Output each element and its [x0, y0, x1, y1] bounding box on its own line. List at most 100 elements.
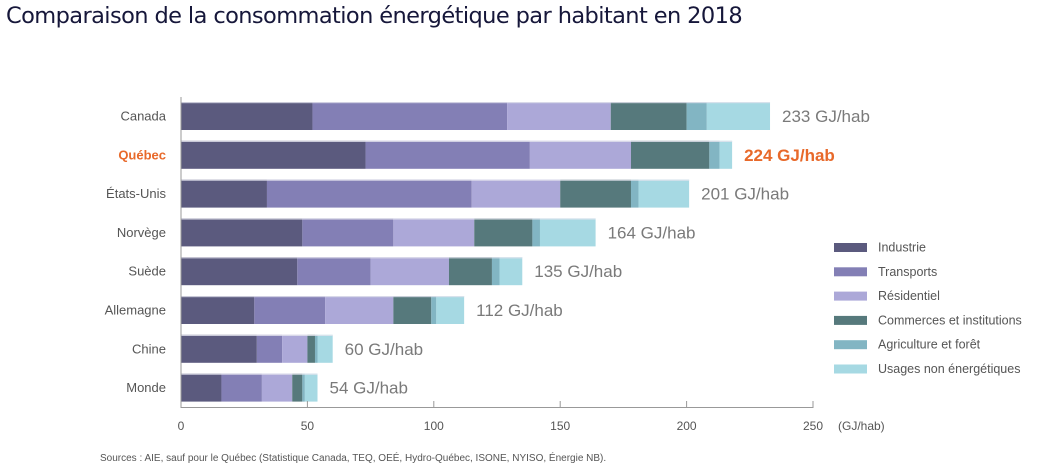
bar-segment: [471, 179, 561, 208]
category-label: Monde: [126, 380, 166, 395]
category-label: Suède: [128, 264, 166, 279]
bar-segment: [393, 218, 475, 247]
bar-segment: [491, 257, 500, 286]
legend-label: Résidentiel: [878, 289, 940, 303]
bar-segment: [539, 218, 596, 247]
bar-segment: [297, 257, 371, 286]
bar-group: [181, 179, 690, 208]
legend-swatch: [834, 243, 867, 252]
bar-segment: [181, 296, 255, 324]
source-note: Sources : AIE, sauf pour le Québec (Stat…: [100, 453, 607, 464]
bar-segment: [181, 257, 298, 286]
legend-label: Commerces et institutions: [878, 313, 1022, 327]
category-label: Québec: [118, 147, 166, 162]
bar-segment: [709, 140, 720, 169]
bar-segment: [317, 334, 333, 363]
bar-group: [181, 140, 733, 169]
x-tick-label: 50: [301, 419, 315, 433]
bar-segment: [302, 373, 305, 402]
bar-segment: [302, 218, 394, 247]
bar-segment: [181, 179, 267, 208]
bar-segment: [181, 140, 366, 169]
legend-swatch: [834, 340, 867, 350]
bar-top-border: [181, 218, 596, 220]
bar-top-border: [181, 179, 690, 181]
legend-swatch: [834, 315, 867, 325]
bar-top-border: [181, 296, 465, 298]
bar-segment: [304, 373, 318, 402]
bar-segment: [532, 218, 540, 247]
bar-segment: [393, 296, 432, 324]
total-label: 112 GJ/hab: [476, 301, 563, 320]
bar-segment: [630, 140, 710, 169]
bar-segment: [181, 102, 313, 130]
category-label: Allemagne: [105, 303, 166, 318]
category-label: Chine: [132, 341, 166, 356]
bar-segment: [431, 296, 437, 324]
bar-group: [181, 373, 318, 402]
bar-segment: [365, 140, 530, 169]
bar-segment: [529, 140, 631, 169]
bar-top-border: [181, 334, 333, 336]
total-label: 60 GJ/hab: [345, 340, 423, 359]
total-label: 233 GJ/hab: [782, 107, 870, 126]
bar-segment: [312, 102, 508, 130]
bar-top-border: [181, 373, 318, 375]
category-label: Norvège: [117, 225, 166, 240]
x-tick-label: 0: [178, 419, 185, 433]
bar-top-border: [181, 102, 771, 104]
bar-group: [181, 218, 596, 247]
bar-segment: [256, 334, 283, 363]
total-label: 135 GJ/hab: [534, 262, 622, 281]
bar-segment: [314, 334, 318, 363]
legend-label: Transports: [878, 265, 937, 279]
total-label: 201 GJ/hab: [701, 185, 789, 204]
legend-label: Industrie: [878, 241, 926, 255]
bar-group: [181, 257, 523, 286]
bar-segment: [706, 102, 771, 130]
bar-segment: [181, 334, 257, 363]
bar-segment: [474, 218, 533, 247]
bar-group: [181, 334, 333, 363]
x-tick-label: 250: [803, 419, 823, 433]
total-label: 54 GJ/hab: [330, 379, 408, 398]
bar-segment: [261, 373, 293, 402]
bar-segment: [307, 334, 315, 363]
x-tick-label: 150: [550, 419, 570, 433]
legend-swatch: [834, 364, 867, 374]
legend-swatch: [834, 291, 867, 301]
legend-label: Agriculture et forêt: [878, 338, 981, 352]
x-tick-label: 200: [677, 419, 697, 433]
bar-segment: [436, 296, 465, 324]
bar-segment: [181, 218, 303, 247]
bar-group: [181, 102, 771, 130]
category-label: Canada: [120, 109, 166, 124]
bar-segment: [266, 179, 472, 208]
legend-label: Usages non énergétiques: [878, 362, 1020, 376]
category-label: États-Unis: [106, 186, 166, 201]
bar-segment: [610, 102, 687, 130]
bar-top-border: [181, 140, 733, 142]
bar-segment: [282, 334, 308, 363]
total-label: 164 GJ/hab: [608, 223, 696, 242]
bar-segment: [181, 373, 222, 402]
legend-swatch: [834, 267, 867, 277]
bar-segment: [507, 102, 611, 130]
bar-segment: [719, 140, 733, 169]
bar-segment: [630, 179, 639, 208]
bar-segment: [221, 373, 262, 402]
bar-segment: [638, 179, 690, 208]
bar-segment: [325, 296, 394, 324]
x-axis-unit-label: (GJ/hab): [838, 419, 885, 433]
bar-segment: [292, 373, 303, 402]
bar-top-border: [181, 257, 523, 259]
bar-group: [181, 296, 465, 324]
bar-segment: [499, 257, 523, 286]
total-label: 224 GJ/hab: [744, 146, 835, 165]
bar-segment: [254, 296, 326, 324]
bar-segment: [560, 179, 631, 208]
x-tick-label: 100: [424, 419, 444, 433]
bar-segment: [686, 102, 707, 130]
bar-segment: [370, 257, 449, 286]
